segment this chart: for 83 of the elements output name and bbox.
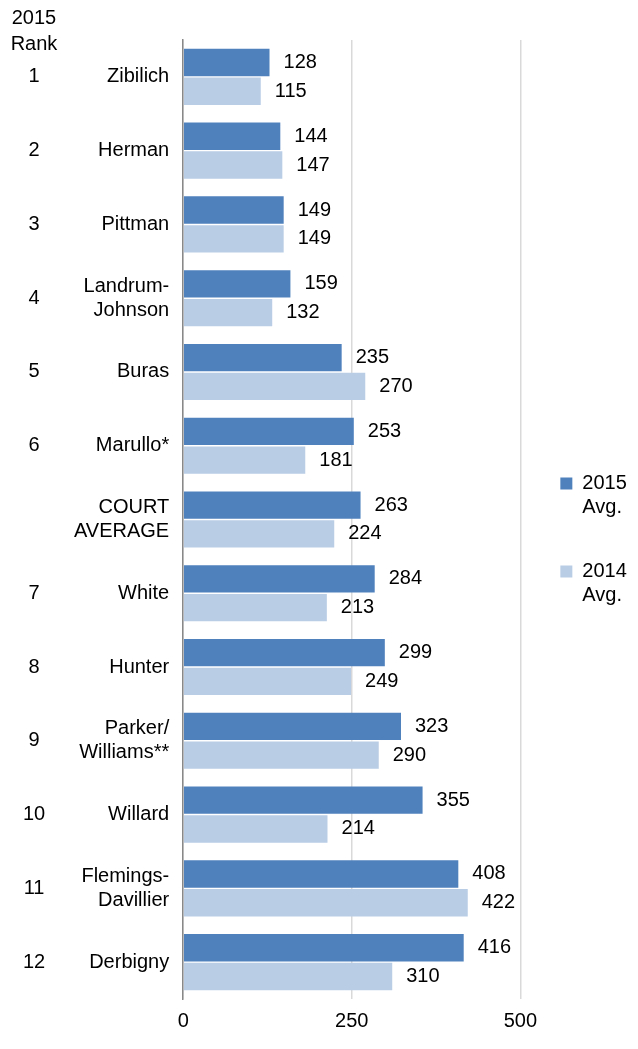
text: 11	[23, 875, 45, 898]
data-label: 310	[406, 964, 440, 987]
bar	[183, 565, 375, 593]
bar	[183, 815, 328, 843]
bar	[183, 741, 379, 769]
text: 3	[28, 211, 40, 234]
bar	[183, 786, 423, 814]
text: 7	[28, 580, 40, 603]
data-label: 181	[319, 447, 353, 470]
bar	[183, 520, 335, 548]
text: 10	[22, 802, 46, 825]
data-label: 213	[340, 595, 375, 618]
data-label: 128	[283, 50, 317, 73]
data-label: 147	[296, 152, 330, 175]
data-label: 284	[388, 566, 423, 589]
data-label: 422	[481, 890, 516, 913]
bar	[183, 934, 464, 962]
x-tick-label: 0	[177, 1008, 189, 1031]
data-label: 299	[398, 640, 433, 663]
bar	[183, 889, 468, 917]
bar	[183, 298, 273, 327]
y-tick-label: Parker/Williams**	[79, 716, 170, 763]
y-tick-label: Pittman	[101, 211, 170, 234]
bar	[183, 196, 284, 224]
data-label: 132	[286, 300, 320, 323]
text: 4	[28, 285, 40, 308]
y-tick-label: Marullo*	[95, 433, 170, 456]
x-tick-label: 500	[503, 1008, 538, 1031]
data-label: 323	[415, 713, 449, 736]
data-label: 149	[297, 197, 332, 220]
y-tick-label: Flemings-Davillier	[81, 863, 170, 910]
text: 5	[28, 359, 40, 382]
data-label: 159	[304, 271, 338, 294]
data-label: 249	[365, 668, 399, 691]
x-tick-label: 250	[335, 1008, 369, 1031]
bar	[183, 151, 283, 179]
text: 2	[28, 138, 40, 161]
data-label: 263	[374, 492, 408, 515]
y-tick-label: Buras	[116, 359, 170, 382]
bar	[183, 667, 352, 696]
bar	[183, 270, 291, 298]
bar	[183, 372, 366, 401]
bar	[183, 48, 270, 77]
bar	[183, 860, 459, 888]
text: 2015 Rank	[10, 5, 59, 54]
bar	[183, 446, 306, 474]
data-label: 408	[472, 861, 506, 884]
data-label: 270	[379, 373, 413, 396]
data-label: 416	[477, 935, 512, 958]
data-label: 235	[355, 345, 390, 368]
text: 8	[28, 654, 40, 677]
y-tick-label: Zibilich	[106, 64, 170, 87]
y-tick-label: Herman	[98, 138, 170, 161]
text: 12	[22, 949, 46, 972]
data-label: 149	[297, 226, 332, 249]
data-label: 214	[341, 816, 375, 839]
bar	[183, 343, 342, 372]
bar	[183, 962, 393, 991]
legend-label: 2014 Avg.	[582, 559, 627, 606]
y-tick-label: Willard	[108, 802, 170, 825]
bar	[183, 712, 401, 741]
bar	[183, 77, 261, 105]
bar	[183, 122, 281, 150]
data-label: 355	[436, 787, 470, 810]
data-label: 115	[274, 78, 307, 101]
bar	[183, 417, 354, 446]
y-tick-label: COURT AVERAGE	[74, 495, 170, 542]
text: 9	[28, 728, 40, 751]
data-label: 290	[392, 742, 427, 765]
bar	[183, 593, 327, 622]
data-label: 144	[294, 123, 328, 146]
y-tick-label: Hunter	[109, 654, 170, 677]
bar	[183, 638, 385, 667]
y-tick-label: Derbigny	[89, 949, 170, 972]
data-label: 253	[367, 418, 402, 441]
legend-label: 2015 Avg.	[582, 471, 627, 518]
y-tick-label: Landrum-Johnson	[83, 273, 170, 320]
text: 1	[28, 64, 40, 87]
text: 6	[28, 433, 40, 456]
y-tick-label: White	[118, 580, 170, 603]
data-label: 224	[348, 521, 382, 544]
bar	[183, 491, 361, 519]
bar	[183, 225, 284, 253]
